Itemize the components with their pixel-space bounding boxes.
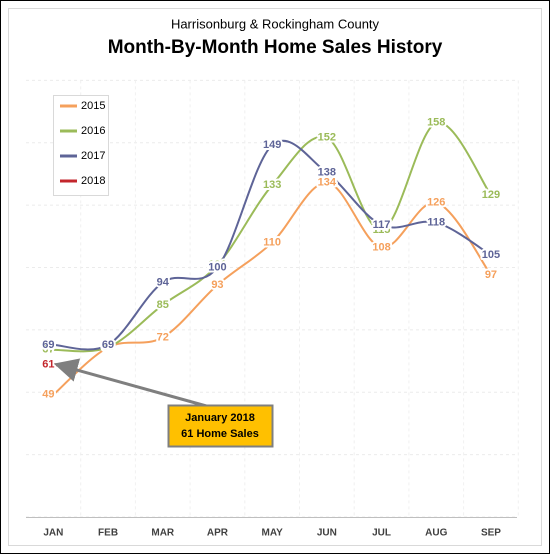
data-label: 85 <box>157 299 169 311</box>
data-label: 49 <box>42 389 54 401</box>
data-label: 129 <box>482 189 500 201</box>
legend: 2015 2016 2017 2018 <box>60 100 105 187</box>
data-label: 94 <box>157 276 170 288</box>
annotation: January 2018 61 Home Sales <box>53 358 274 448</box>
data-label: 152 <box>318 132 336 144</box>
x-tick-label: JAN <box>43 528 63 539</box>
series-line <box>52 181 492 396</box>
x-tick-label: MAR <box>151 528 175 539</box>
x-tick-label: JUN <box>317 528 337 539</box>
data-label: 93 <box>211 279 223 291</box>
x-axis: JAN FEB MAR APR MAY JUN JUL AUG SEP <box>26 517 517 539</box>
inner-frame <box>8 8 542 546</box>
chart-title: Month-By-Month Home Sales History <box>108 37 443 58</box>
data-label: 138 <box>318 167 336 179</box>
data-label: 126 <box>427 197 445 209</box>
annotation-text: 61 Home Sales <box>181 428 259 440</box>
data-label: 105 <box>482 249 500 261</box>
series-line <box>53 121 492 353</box>
legend-label: 2017 <box>81 150 105 162</box>
series-line <box>53 139 492 351</box>
data-label: 67 <box>42 344 54 356</box>
data-label: 72 <box>157 331 169 343</box>
data-label: 68 <box>102 341 114 353</box>
data-label: 149 <box>263 139 281 151</box>
data-label: 97 <box>485 269 497 281</box>
data-label: 117 <box>373 219 391 231</box>
x-tick-label: AUG <box>425 528 447 539</box>
data-label: 115 <box>373 224 391 236</box>
annotation-box <box>167 404 274 448</box>
chart-subtitle: Harrisonburg & Rockingham County <box>171 16 380 31</box>
data-label: 134 <box>318 177 337 189</box>
x-tick-label: MAY <box>261 528 283 539</box>
data-label: 100 <box>208 261 226 273</box>
data-label: 118 <box>427 216 445 228</box>
x-tick-label: APR <box>207 528 229 539</box>
data-label: 133 <box>263 179 281 191</box>
annotation-arrow <box>53 358 211 409</box>
data-label: 69 <box>102 339 114 351</box>
data-label: 68 <box>102 341 114 353</box>
data-label: 101 <box>208 259 226 271</box>
annotation-text: January 2018 <box>185 412 255 424</box>
data-label: 61 <box>42 359 54 371</box>
legend-label: 2015 <box>81 100 105 112</box>
legend-label: 2018 <box>81 175 105 187</box>
data-label: 158 <box>427 117 445 129</box>
legend-box <box>53 95 109 196</box>
x-tick-label: JUL <box>372 528 391 539</box>
legend-label: 2016 <box>81 125 105 137</box>
x-tick-label: FEB <box>98 528 118 539</box>
data-label: 69 <box>42 339 54 351</box>
data-label: 108 <box>372 241 390 253</box>
grid <box>26 79 519 518</box>
x-tick-label: SEP <box>481 528 501 539</box>
data-label: 110 <box>263 236 281 248</box>
